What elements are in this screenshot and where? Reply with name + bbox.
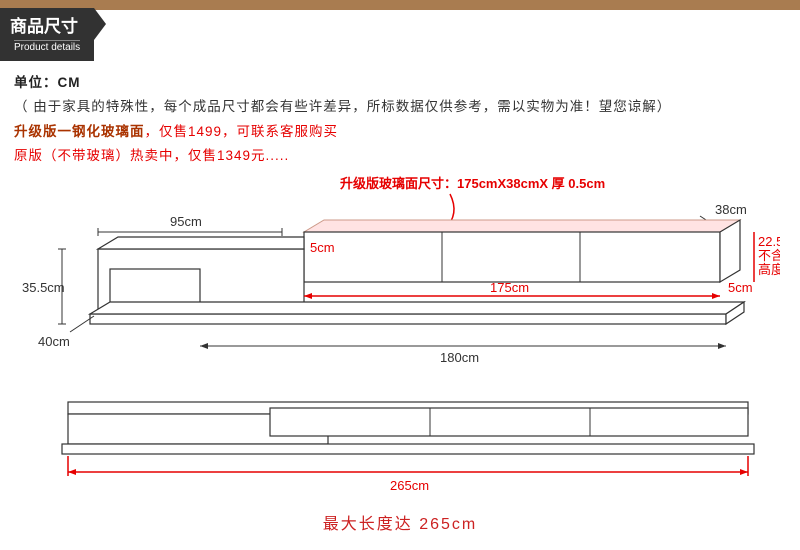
left-top xyxy=(98,237,304,249)
dim-265: 265cm xyxy=(390,478,429,493)
dim-5b: 5cm xyxy=(728,280,753,295)
upper-front xyxy=(304,232,720,282)
dim-225-a: 22.5cm xyxy=(758,234,780,249)
header-band xyxy=(0,0,800,10)
title-cn: 商品尺寸 xyxy=(10,17,78,36)
note-line: （ 由于家具的特殊性，每个成品尺寸都会有些许差异，所标数据仅供参考，需以实物为准… xyxy=(14,95,786,119)
dim-40: 40cm xyxy=(38,334,70,349)
diagram-extended: 265cm xyxy=(20,394,780,504)
upgrade-line: 升级版一钢化玻璃面，仅售1499，可联系客服购买 xyxy=(14,120,786,144)
title-flag: 商品尺寸 Product details xyxy=(0,8,94,61)
diagram-main: 升级版玻璃面尺寸：175cmX38cmX 厚 0.5cm 95cm 38cm xyxy=(20,174,780,504)
glass-top xyxy=(304,220,740,232)
content: 单位：CM （ 由于家具的特殊性，每个成品尺寸都会有些许差异，所标数据仅供参考，… xyxy=(0,61,800,534)
caption: 最大长度达 265cm xyxy=(14,510,786,534)
ext-plank xyxy=(62,444,754,454)
base-front xyxy=(90,314,726,324)
diagram-svg: 升级版玻璃面尺寸：175cmX38cmX 厚 0.5cm 95cm 38cm xyxy=(20,174,780,394)
dim-175: 175cm xyxy=(490,280,529,295)
title-en: Product details xyxy=(14,40,80,53)
upgrade-b: ，仅售1499，可联系客服购买 xyxy=(145,124,339,139)
glass-size-text: 升级版玻璃面尺寸：175cmX38cmX 厚 0.5cm xyxy=(340,176,605,191)
base-top2 xyxy=(90,302,744,314)
ext-right xyxy=(270,408,748,436)
dim-38: 38cm xyxy=(715,202,747,217)
upgrade-a: 升级版一钢化玻璃面 xyxy=(14,124,145,139)
dim-180: 180cm xyxy=(440,350,479,365)
unit-label: 单位：CM xyxy=(14,71,786,95)
orig-line: 原版（不带玻璃）热卖中，仅售1349元..... xyxy=(14,144,786,168)
dim-225-b: 不含玻璃 xyxy=(758,248,780,263)
dim-355: 35.5cm xyxy=(22,280,65,295)
dim-5a: 5cm xyxy=(310,240,335,255)
dim-225-c: 高度 xyxy=(758,262,780,277)
dim-95: 95cm xyxy=(170,214,202,229)
